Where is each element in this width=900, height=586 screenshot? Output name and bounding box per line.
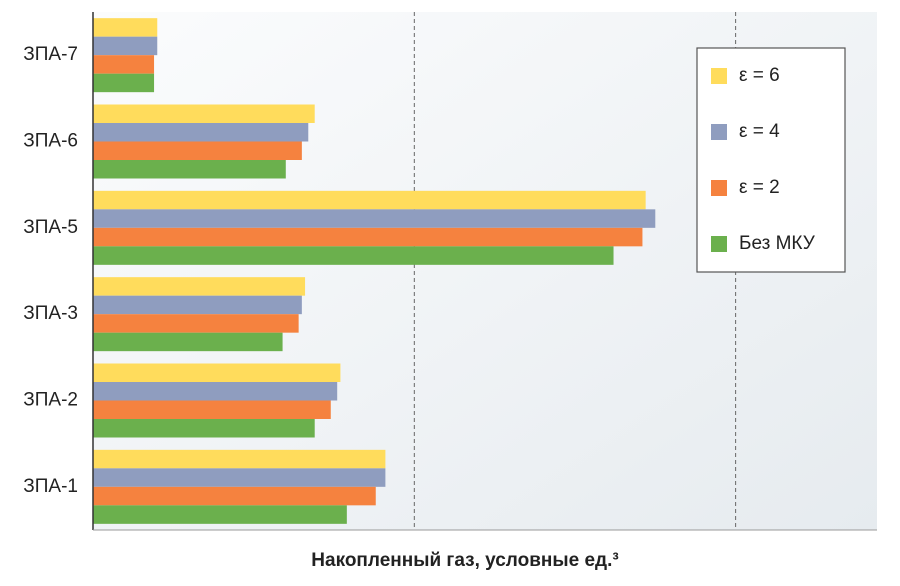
legend-label: ε = 2 xyxy=(739,177,780,198)
bar xyxy=(93,277,306,296)
y-tick-label: ЗПА-5 xyxy=(23,217,78,238)
bar xyxy=(93,363,341,382)
bar xyxy=(93,314,299,333)
bar xyxy=(93,246,614,265)
bar xyxy=(93,18,158,37)
legend-box xyxy=(696,47,846,273)
bar xyxy=(93,190,646,210)
bar xyxy=(93,400,331,419)
bar xyxy=(93,382,338,401)
bar xyxy=(93,160,286,179)
bar xyxy=(93,227,643,247)
bar xyxy=(93,209,656,228)
bar xyxy=(93,141,302,160)
legend-swatch xyxy=(711,124,727,140)
y-tick-label: ЗПА-1 xyxy=(23,476,78,497)
legend-swatch xyxy=(711,180,727,196)
bar xyxy=(93,36,158,56)
x-axis-title: Накопленный газ, условные ед.³ xyxy=(311,550,618,571)
y-tick-label: ЗПА-2 xyxy=(23,390,78,411)
y-tick-label: ЗПА-6 xyxy=(23,131,78,152)
bar xyxy=(93,449,386,469)
bar xyxy=(93,73,155,93)
y-tick-label: ЗПА-3 xyxy=(23,303,78,324)
bar xyxy=(93,486,376,506)
bar xyxy=(93,104,315,123)
legend-label: ε = 4 xyxy=(739,121,780,142)
legend-label: ε = 6 xyxy=(739,65,780,86)
legend-label: Без МКУ xyxy=(739,233,816,254)
bar xyxy=(93,332,283,352)
legend-swatch xyxy=(711,68,727,84)
bar xyxy=(93,123,309,142)
bar xyxy=(93,419,315,438)
bar xyxy=(93,468,386,487)
y-tick-label: ЗПА-7 xyxy=(23,44,78,65)
bar xyxy=(93,295,302,315)
bar xyxy=(93,505,347,524)
legend-swatch xyxy=(711,236,727,252)
bar xyxy=(93,55,155,74)
